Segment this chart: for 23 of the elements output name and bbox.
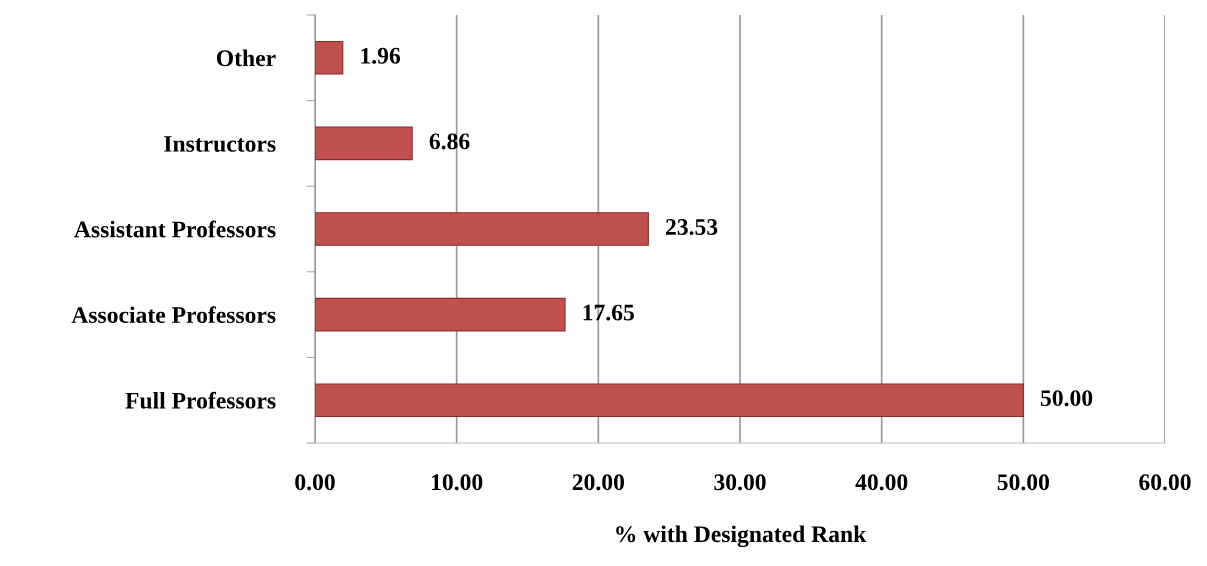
data-label: 6.86 [429,133,470,150]
x-tick-label: 40.00 [855,474,908,491]
bar [315,212,649,246]
y-tick-label: Full Professors [125,391,276,409]
bar [315,383,1024,418]
x-tick-label: 0.00 [295,474,335,491]
data-label: 1.96 [361,47,401,64]
bar [315,40,344,75]
bar [315,126,413,161]
y-tick-label: Assistant Professors [74,220,276,238]
x-tick-label: 30.00 [714,474,766,491]
x-tick-label: 50.00 [997,474,1049,491]
data-label: 50.00 [1040,390,1093,407]
y-tick-label: Associate Professors [71,306,276,324]
data-label: 23.53 [666,219,718,236]
y-tick-label: Other [216,49,276,67]
data-label: 17.65 [583,304,634,321]
x-tick-label: 60.00 [1139,474,1191,491]
x-tick-label: 10.00 [432,474,483,491]
x-axis-title: % with Designated Rank [616,525,867,548]
x-tick-label: 20.00 [572,474,624,491]
y-tick-label: Instructors [164,136,276,152]
bar [315,297,566,332]
